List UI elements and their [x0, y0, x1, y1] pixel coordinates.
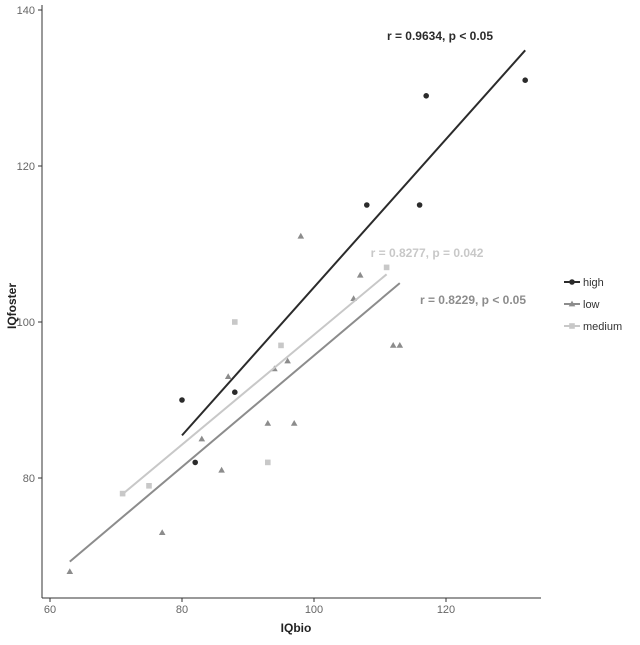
y-tick-label: 120: [17, 161, 35, 173]
point-high: [416, 202, 423, 208]
point-medium: [232, 319, 238, 325]
legend-marker-high: [569, 279, 575, 285]
point-high: [232, 389, 238, 396]
point-high: [179, 397, 185, 403]
regression-line-low: [69, 282, 401, 563]
regression-line-medium: [121, 273, 388, 495]
x-tick-label: 80: [176, 604, 188, 616]
annotation-low: r = 0.8229, p < 0.05: [420, 293, 526, 307]
legend-label-low: low: [583, 299, 600, 311]
y-tick-label: 100: [17, 317, 35, 329]
point-low: [264, 420, 272, 426]
y-tick-label: 140: [17, 5, 35, 17]
point-medium: [119, 490, 126, 497]
point-low: [297, 232, 305, 239]
point-low: [218, 466, 225, 473]
x-tick-label: 120: [437, 604, 455, 616]
point-low: [198, 435, 206, 442]
legend: high low medium: [564, 277, 622, 333]
x-tick-label: 60: [44, 604, 56, 616]
point-low: [356, 271, 364, 278]
y-axis-label: IQfoster: [5, 283, 19, 329]
point-medium: [383, 264, 390, 271]
regression-line-high: [181, 49, 526, 437]
point-medium: [146, 483, 152, 489]
point-low: [396, 342, 404, 348]
annotation-high: r = 0.9634, p < 0.05: [387, 29, 493, 43]
legend-marker-medium: [569, 323, 575, 329]
point-low: [224, 373, 232, 379]
point-low: [290, 420, 298, 426]
point-low: [389, 342, 397, 348]
point-low: [284, 357, 291, 364]
point-high: [364, 202, 370, 208]
point-high: [423, 93, 430, 99]
point-medium: [265, 459, 271, 466]
legend-label-high: high: [583, 277, 604, 289]
annotation-medium: r = 0.8277, p = 0.042: [371, 246, 484, 260]
point-high: [192, 459, 198, 466]
x-tick-label: 100: [305, 604, 323, 616]
point-high: [522, 77, 528, 83]
legend-label-medium: medium: [583, 321, 622, 333]
point-low: [158, 529, 166, 535]
point-medium: [278, 342, 284, 349]
point-low: [66, 568, 74, 574]
legend-marker-low: [568, 300, 576, 307]
x-axis-label: IQbio: [281, 621, 312, 635]
y-tick-label: 80: [23, 473, 35, 485]
